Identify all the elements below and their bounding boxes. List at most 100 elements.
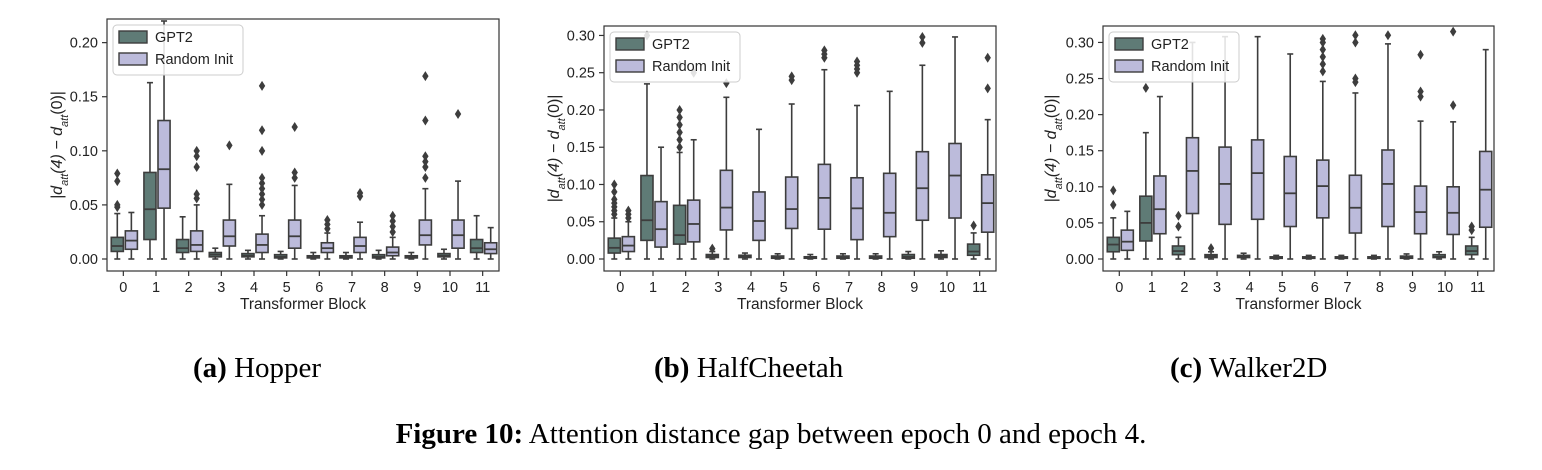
- outlier-point: [1142, 82, 1150, 93]
- box-iqr: [1218, 146, 1232, 226]
- random-init-box-block-7: [353, 188, 367, 260]
- outlier-point: [389, 210, 396, 221]
- plot-frame: [603, 25, 997, 272]
- box-iqr: [719, 169, 734, 231]
- box-iqr: [189, 230, 204, 253]
- box-iqr: [255, 233, 269, 254]
- gpt2-box-block-9: [404, 251, 419, 260]
- subcaption-label: (b): [654, 352, 690, 384]
- x-axis-label: Transformer Block: [240, 296, 366, 313]
- x-tick-label: 8: [381, 280, 389, 296]
- outlier-point: [1417, 86, 1424, 97]
- y-axis-label-part: (0)|: [49, 91, 66, 115]
- y-axis-label-part: (0)|: [546, 95, 563, 119]
- random-init-box-block-1: [654, 146, 668, 260]
- box-iqr: [222, 219, 237, 247]
- x-tick-label: 11: [475, 280, 490, 296]
- outlier-point: [291, 122, 298, 133]
- x-tick-label: 2: [682, 280, 690, 296]
- outlier-point: [422, 151, 429, 162]
- outlier-point: [1352, 73, 1359, 84]
- box-iqr: [882, 172, 897, 238]
- gpt2-box-block-7: [1334, 254, 1349, 260]
- gpt2-box-block-2: [672, 60, 687, 260]
- outlier-point: [676, 142, 683, 153]
- gpt2-box-block-1: [1139, 82, 1153, 260]
- box-iqr: [1120, 229, 1135, 252]
- box-iqr: [1250, 139, 1265, 221]
- legend-swatch-random-init: [1114, 59, 1144, 73]
- x-tick-label: 9: [413, 280, 421, 296]
- y-axis-label-part: |d: [546, 188, 563, 202]
- gpt2-box-block-10: [934, 250, 948, 260]
- random-init-box-block-8: [882, 90, 897, 260]
- random-init-box-block-4: [752, 128, 766, 260]
- random-init-box-block-0: [1120, 210, 1135, 260]
- subcaption-label: (a): [193, 352, 227, 384]
- outlier-point: [114, 199, 121, 210]
- box-iqr: [1413, 185, 1428, 235]
- outlier-point: [193, 162, 200, 173]
- x-tick-label: 7: [348, 280, 356, 296]
- y-axis-label-part: (0)|: [1043, 95, 1060, 119]
- random-init-box-block-5: [784, 71, 799, 260]
- legend-swatch-gpt2: [1114, 37, 1144, 51]
- y-tick-label: 0.00: [567, 252, 595, 268]
- y-tick-label: 0.10: [1066, 180, 1094, 196]
- legend-swatch-gpt2: [118, 30, 148, 44]
- outlier-point: [291, 172, 298, 183]
- outlier-point: [1319, 33, 1327, 44]
- x-tick-label: 4: [1246, 280, 1254, 296]
- outlier-point: [1319, 66, 1327, 77]
- gpt2-box-block-6: [803, 253, 818, 260]
- x-tick-label: 2: [185, 280, 193, 296]
- outlier-point: [422, 162, 429, 173]
- random-init-box-block-8: [1381, 30, 1395, 260]
- outlier-point: [984, 52, 991, 63]
- legend-label: GPT2: [155, 30, 193, 46]
- outlier-point: [1175, 221, 1182, 232]
- box-iqr: [1381, 149, 1395, 228]
- random-init-box-block-9: [418, 71, 433, 260]
- outlier-point: [676, 119, 683, 130]
- y-tick-label: 0.05: [1066, 216, 1094, 232]
- random-init-box-block-10: [948, 36, 962, 260]
- x-tick-label: 2: [1180, 280, 1188, 296]
- outlier-point: [709, 243, 716, 254]
- box-iqr: [915, 150, 930, 222]
- box-iqr: [1153, 175, 1167, 235]
- random-init-box-block-0: [124, 211, 139, 260]
- box-iqr: [686, 199, 701, 243]
- y-tick-label: 0.10: [567, 177, 595, 193]
- y-tick-label: 0.20: [567, 103, 595, 119]
- legend: GPT2 Random Init: [609, 31, 741, 83]
- y-tick-label: 0.25: [567, 66, 595, 82]
- outlier-point: [919, 31, 926, 42]
- subcaption-label: (c): [1170, 352, 1203, 384]
- random-init-box-block-11: [483, 226, 498, 260]
- box-iqr: [948, 142, 962, 219]
- outlier-point: [1468, 221, 1475, 232]
- legend-swatch-random-init: [615, 59, 645, 73]
- y-tick-label: 0.15: [70, 90, 98, 106]
- outlier-point: [1417, 49, 1424, 60]
- x-tick-label: 11: [1470, 280, 1485, 296]
- random-init-box-block-0: [621, 205, 636, 260]
- y-axis-label-part: |d: [49, 185, 66, 199]
- gpt2-box-block-11: [469, 214, 484, 260]
- y-axis-label-subscript: att: [59, 114, 71, 127]
- gpt2-box-block-0: [1106, 185, 1121, 260]
- box-iqr: [966, 243, 981, 257]
- subcaption-text: Hopper: [234, 352, 322, 384]
- box-iqr: [621, 235, 636, 253]
- outlier-point: [193, 151, 200, 162]
- outlier-point: [625, 205, 632, 216]
- gpt2-box-block-10: [1432, 250, 1446, 260]
- y-axis-label-subscript: att: [556, 117, 568, 130]
- random-init-box-block-2: [189, 145, 204, 260]
- gpt2-box-block-0: [110, 168, 125, 260]
- gpt2-box-block-8: [1367, 254, 1381, 260]
- box-iqr: [1315, 159, 1330, 219]
- legend-swatch-gpt2: [615, 37, 645, 51]
- random-init-box-block-4: [255, 80, 269, 260]
